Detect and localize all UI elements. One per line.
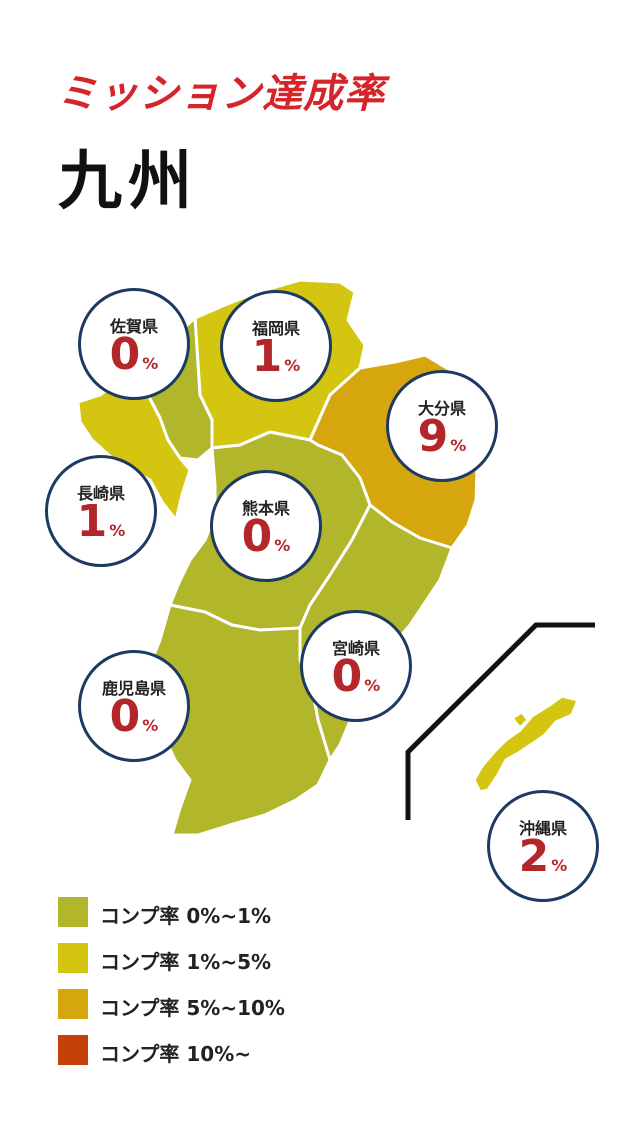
percent-unit: % xyxy=(109,521,126,540)
legend-swatch xyxy=(58,897,88,927)
bubble-okinawa[interactable]: 沖縄県 2% xyxy=(487,790,599,902)
bubble-kagoshima[interactable]: 鹿児島県 0% xyxy=(78,650,190,762)
percent-unit: % xyxy=(142,716,159,735)
page-title: 九州 xyxy=(58,145,198,219)
percent-unit: % xyxy=(551,856,568,875)
prefecture-value: 0 xyxy=(109,691,141,742)
prefecture-name: 鹿児島県 xyxy=(101,679,166,698)
prefecture-name: 熊本県 xyxy=(241,499,290,518)
prefecture-value: 2 xyxy=(518,831,550,882)
legend-label: コンプ率 0%~1% xyxy=(100,904,272,928)
percent-unit: % xyxy=(284,356,301,375)
prefecture-name: 大分県 xyxy=(417,399,466,418)
prefecture-value: 0 xyxy=(109,329,141,380)
legend-item: コンプ率 1%~5% xyxy=(58,943,378,989)
prefecture-value: 9 xyxy=(417,411,449,462)
prefecture-name: 沖縄県 xyxy=(518,819,567,838)
page-subtitle: ミッション達成率 xyxy=(57,71,385,117)
okinawa-inset-divider xyxy=(405,622,595,820)
bubble-nagasaki[interactable]: 長崎県 1% xyxy=(45,455,157,567)
map-legend: コンプ率 0%~1% コンプ率 1%~5% コンプ率 5%~10% コンプ率 1… xyxy=(58,897,378,1081)
legend-item: コンプ率 5%~10% xyxy=(58,989,378,1035)
bubble-miyazaki[interactable]: 宮崎県 0% xyxy=(300,610,412,722)
legend-swatch xyxy=(58,1035,88,1065)
legend-label: コンプ率 5%~10% xyxy=(100,996,285,1020)
legend-item: コンプ率 0%~1% xyxy=(58,897,378,943)
bubble-kumamoto[interactable]: 熊本県 0% xyxy=(210,470,322,582)
prefecture-name: 長崎県 xyxy=(76,484,125,503)
bubble-oita[interactable]: 大分県 9% xyxy=(386,370,498,482)
prefecture-value: 1 xyxy=(251,331,283,382)
region-okinawa-island xyxy=(510,710,530,730)
percent-unit: % xyxy=(364,676,381,695)
legend-label: コンプ率 1%~5% xyxy=(100,950,272,974)
prefecture-value: 1 xyxy=(76,496,108,547)
region-okinawa[interactable] xyxy=(472,694,580,794)
bubble-saga[interactable]: 佐賀県 0% xyxy=(78,288,190,400)
bubble-fukuoka[interactable]: 福岡県 1% xyxy=(220,290,332,402)
percent-unit: % xyxy=(142,354,159,373)
legend-item: コンプ率 10%~ xyxy=(58,1035,378,1081)
prefecture-name: 宮崎県 xyxy=(331,639,380,658)
prefecture-name: 佐賀県 xyxy=(109,317,158,336)
prefecture-name: 福岡県 xyxy=(251,319,300,338)
legend-label: コンプ率 10%~ xyxy=(100,1042,251,1066)
legend-swatch xyxy=(58,989,88,1019)
prefecture-value: 0 xyxy=(241,511,273,562)
percent-unit: % xyxy=(450,436,467,455)
prefecture-value: 0 xyxy=(331,651,363,702)
legend-swatch xyxy=(58,943,88,973)
percent-unit: % xyxy=(274,536,291,555)
